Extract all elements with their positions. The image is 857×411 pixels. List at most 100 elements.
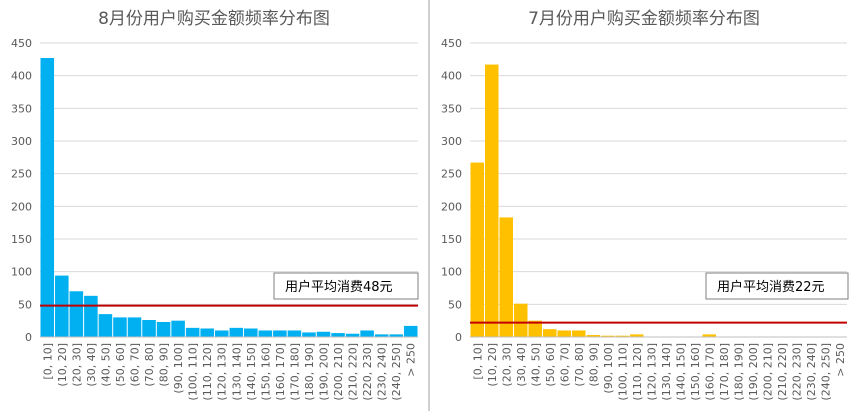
x-tick-label: (30, 40] (85, 343, 98, 387)
bar (572, 330, 586, 337)
x-tick-label: (190, 200] (318, 343, 331, 401)
y-tick-label: 200 (11, 200, 32, 213)
x-tick-label: (20, 30] (70, 343, 83, 387)
x-tick-label: (130, 140] (660, 343, 673, 401)
bar (302, 332, 316, 337)
y-tick-label: 150 (441, 233, 462, 246)
bar (40, 58, 55, 337)
x-tick-label: (30, 40] (515, 343, 528, 387)
bar (84, 295, 98, 337)
bar (142, 320, 156, 337)
x-tick-label: (160, 170] (703, 343, 716, 401)
y-tick-label: 250 (441, 168, 462, 181)
chart-title: 8月份用户购买金额频率分布图 (98, 9, 330, 29)
y-tick-label: 300 (11, 135, 32, 148)
x-tick-label: (200, 210] (332, 343, 345, 401)
x-tick-label: (150, 160] (259, 343, 272, 401)
y-tick-label: 300 (441, 135, 462, 148)
y-tick-label: 400 (441, 70, 462, 83)
x-tick-label: (80, 90] (587, 343, 600, 387)
chart-title: 7月份用户购买金额频率分布图 (528, 9, 760, 29)
x-tick-label: > 250 (405, 343, 418, 377)
x-tick-label: (10, 20] (486, 343, 499, 387)
bar (389, 334, 403, 337)
bar (229, 327, 244, 337)
annotation-text: 用户平均消费22元 (717, 279, 825, 295)
x-tick-label: (110, 120] (201, 343, 214, 401)
x-tick-label: (140, 150] (674, 343, 687, 401)
annotation-box (705, 272, 849, 300)
average-annotation: 用户平均消费48元 (273, 272, 419, 300)
x-tick-label: (90, 100] (172, 343, 185, 394)
x-tick-label: (230, 240] (376, 343, 389, 401)
bar (374, 334, 389, 337)
x-tick-label: (180, 190] (303, 343, 316, 401)
bar (273, 330, 287, 337)
x-tick-label: > 250 (834, 343, 847, 377)
y-tick-label: 450 (11, 37, 32, 50)
x-tick-label: (130, 140] (230, 343, 243, 401)
y-tick-label: 150 (11, 233, 32, 246)
x-tick-label: (220, 230] (790, 343, 803, 401)
x-tick-label: (200, 210] (761, 343, 774, 401)
x-tick-label: (210, 220] (347, 343, 360, 401)
bar (470, 162, 484, 337)
chart-july: 7月份用户购买金额频率分布图 0 50 100 150 200 250 300 350 400 45… (441, 9, 849, 401)
x-tick-label: (40, 50] (99, 343, 112, 387)
average-annotation: 用户平均消费22元 (705, 272, 849, 300)
y-tick-label: 350 (441, 102, 462, 115)
bar (543, 329, 557, 337)
bar (702, 334, 716, 337)
y-tick-label: 100 (11, 266, 32, 279)
x-tick-label: [0, 10] (471, 343, 484, 380)
x-tick-label: (240, 250] (390, 343, 403, 401)
bar (316, 331, 331, 337)
annotation-box (273, 272, 419, 300)
x-tick-label: (240, 250] (819, 343, 832, 401)
bar (499, 217, 513, 337)
x-tick-label: (60, 70] (558, 343, 571, 387)
x-tick-label: (80, 90] (158, 343, 171, 387)
annotation-text: 用户平均消费48元 (285, 279, 393, 295)
bar (485, 64, 499, 337)
bar (615, 335, 629, 337)
x-tick-label: (160, 170] (274, 343, 287, 401)
chart-august: 8月份用户购买金额频率分布图 0 50 100 150 200 250 300 350 400 45… (11, 9, 419, 401)
bar (258, 330, 273, 337)
bar (69, 291, 84, 337)
y-tick-label: 50 (448, 298, 462, 311)
x-tick-label: (70, 80] (143, 343, 156, 387)
y-tick-label: 0 (455, 331, 462, 344)
bar (214, 330, 229, 337)
bar (601, 335, 615, 337)
bar (200, 328, 214, 337)
x-tick-label: (230, 240] (805, 343, 818, 401)
x-tick-label: (10, 20] (56, 343, 69, 387)
y-tick-label: 0 (25, 331, 32, 344)
x-tick-label: (90, 100] (602, 343, 615, 394)
x-tick-label: (150, 160] (689, 343, 702, 401)
y-tick-label: 50 (18, 298, 32, 311)
x-tick-label: (170, 180] (718, 343, 731, 401)
x-tick-label: (220, 230] (361, 343, 374, 401)
x-tick-label: (120, 130] (216, 343, 229, 401)
bar (403, 325, 418, 337)
bar (287, 330, 302, 337)
bar (528, 320, 542, 337)
panel-divider (428, 0, 430, 411)
bar (156, 321, 171, 337)
bar (345, 333, 360, 337)
x-tick-label: (50, 60] (544, 343, 557, 387)
x-tick-label: (110, 120] (631, 343, 644, 401)
bar (514, 303, 528, 337)
bar (557, 330, 571, 337)
bar (113, 317, 127, 337)
bar (185, 327, 200, 337)
x-tick-label: (20, 30] (500, 343, 513, 387)
y-tick-label: 450 (441, 37, 462, 50)
x-tick-label: (60, 70] (129, 343, 142, 387)
x-tick-label: (190, 200] (747, 343, 760, 401)
bar (98, 314, 113, 337)
x-tick-label: (100, 110] (187, 343, 200, 401)
